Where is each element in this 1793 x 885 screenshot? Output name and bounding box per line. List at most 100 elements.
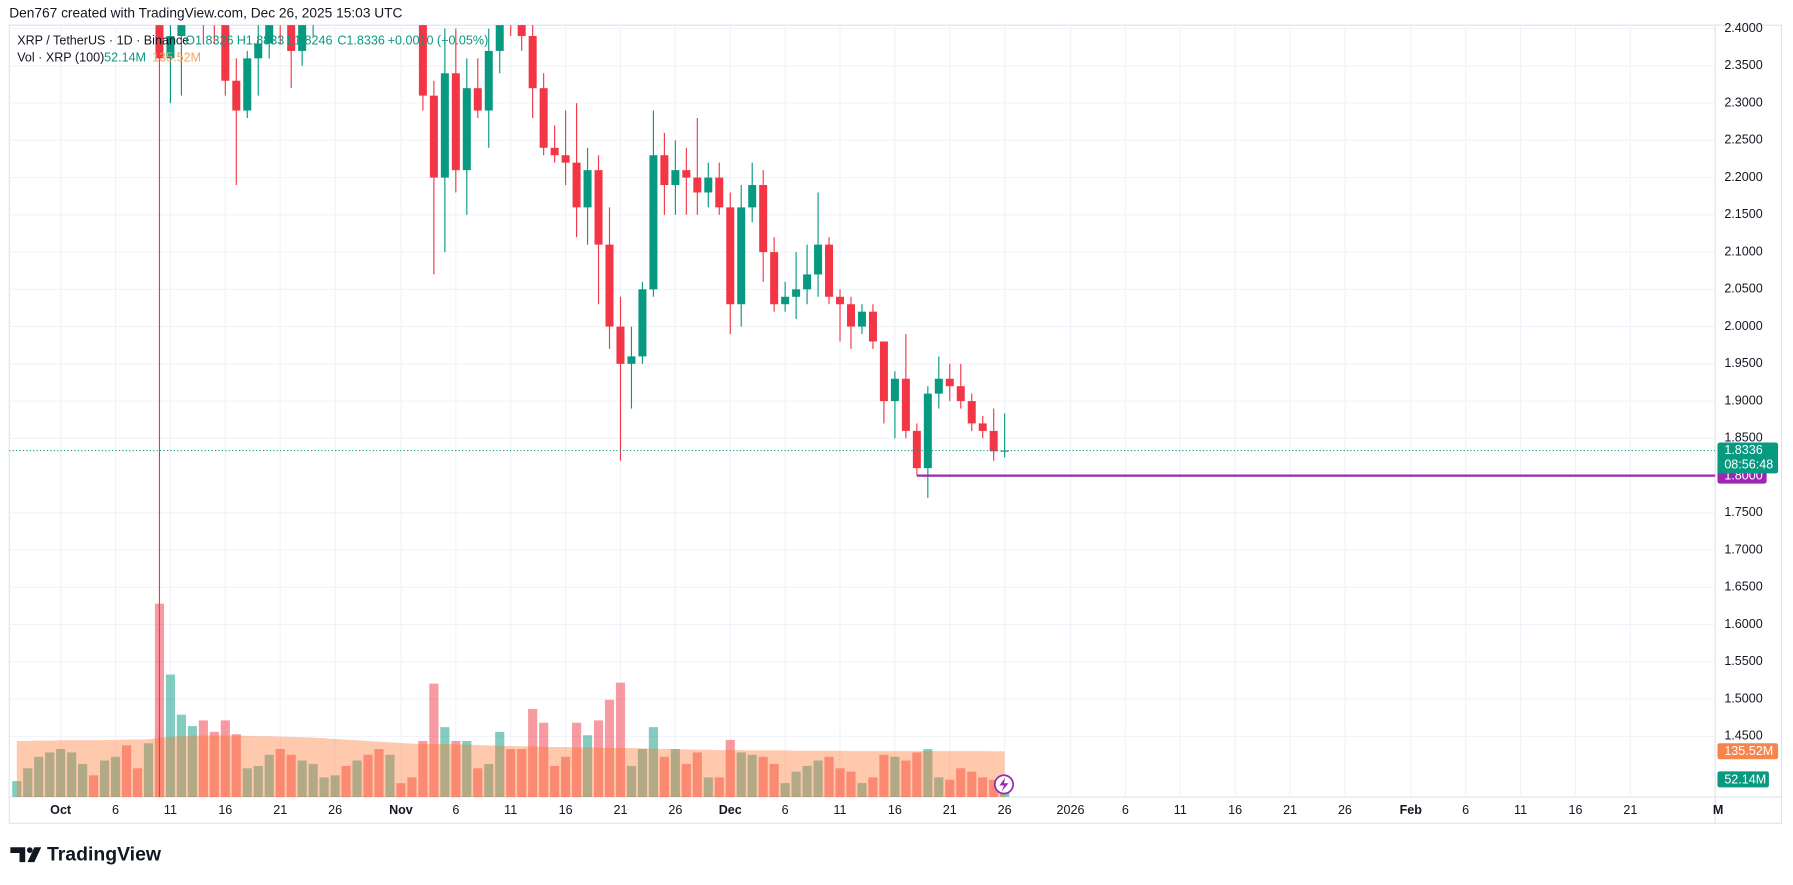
y-tick-label: 1.8500	[1724, 431, 1762, 445]
x-tick-label: Oct	[50, 803, 72, 817]
volume-bar	[989, 779, 999, 797]
candle-body	[550, 147, 559, 156]
y-tick-label: 2.0000	[1724, 319, 1762, 333]
ohlc-value: L1.8246	[287, 33, 332, 47]
volume-bar	[67, 752, 77, 797]
x-tick-label: 16	[1228, 803, 1242, 817]
volume-badge-label: 135.52M	[1724, 744, 1773, 758]
volume-bar	[747, 754, 757, 797]
volume-bar	[978, 777, 988, 797]
volume-bar	[220, 720, 230, 797]
candle-body	[561, 155, 570, 163]
volume-bar	[956, 768, 966, 797]
volume-bar	[835, 768, 845, 797]
x-tick-label: 6	[782, 803, 789, 817]
candle-body	[517, 25, 526, 37]
candle-body	[693, 177, 702, 193]
volume-bar	[45, 752, 55, 797]
x-tick-label: M	[1713, 803, 1723, 817]
volume-bar	[736, 752, 746, 797]
ohlc-value: H1.8833	[237, 33, 285, 47]
volume-bar	[912, 752, 922, 797]
x-tick-label: 21	[943, 803, 957, 817]
volume-legend-title: Vol · XRP (100)	[17, 51, 104, 65]
volume-bar	[451, 740, 461, 797]
ohlc-value: C1.8336	[337, 33, 385, 47]
volume-bar	[593, 720, 604, 797]
candle-body	[594, 170, 603, 245]
last-price-badge	[1717, 442, 1779, 474]
candle-body	[583, 170, 592, 208]
volume-bar	[385, 754, 395, 797]
x-tick-label: Dec	[719, 803, 742, 817]
candle-body	[737, 207, 746, 305]
y-tick-label: 1.5500	[1724, 654, 1762, 668]
y-tick-label: 2.4000	[1724, 21, 1762, 35]
volume-bar	[857, 783, 867, 797]
candle-body	[901, 378, 910, 431]
symbol-legend: XRP / TetherUS · 1D · Binance	[17, 33, 189, 47]
y-tick-label: 1.7000	[1724, 542, 1762, 556]
volume-bar	[517, 749, 527, 797]
candle-body	[715, 177, 724, 208]
x-tick-label: 2026	[1057, 803, 1085, 817]
volume-bar	[363, 754, 373, 797]
y-tick-label: 1.7500	[1724, 505, 1762, 519]
y-tick-label: 2.3500	[1724, 58, 1762, 72]
y-tick-label: 1.9000	[1724, 393, 1762, 407]
volume-bar	[692, 752, 702, 797]
volume-bar	[791, 771, 801, 797]
volume-bar	[714, 777, 724, 797]
brand-logo[interactable]	[10, 847, 42, 863]
volume-bar	[934, 777, 944, 797]
candle-body	[484, 50, 493, 111]
volume-bar	[308, 763, 318, 797]
volume-bar	[407, 777, 417, 797]
x-tick-label: 6	[452, 803, 459, 817]
candle-body	[759, 185, 768, 253]
volume-bar	[78, 763, 88, 797]
candle-body	[825, 244, 834, 297]
volume-bar	[550, 765, 560, 797]
x-tick-label: 21	[613, 803, 627, 817]
y-tick-label: 1.5000	[1724, 691, 1762, 705]
volume-bar	[330, 775, 340, 797]
volume-bar	[923, 749, 933, 797]
candle-body	[528, 36, 537, 89]
candle-body	[232, 80, 241, 111]
volume-bar	[121, 745, 132, 797]
volume-bar	[242, 768, 252, 797]
y-tick-label: 2.1500	[1724, 207, 1762, 221]
header: Den767 created with TradingView.com, Dec…	[9, 5, 402, 20]
volume-value: 135.52M	[152, 51, 201, 65]
volume-bar	[648, 727, 658, 797]
candle-body	[429, 95, 438, 178]
volume-bar	[901, 760, 911, 797]
candle-body	[682, 170, 691, 178]
candle-body	[890, 378, 899, 402]
volume-bar	[100, 760, 110, 797]
volume-bar	[615, 682, 626, 797]
volume-bar	[110, 756, 121, 797]
candle-body	[660, 155, 669, 186]
volume-bar	[275, 749, 285, 797]
candle-body	[836, 296, 845, 305]
x-tick-label: 16	[888, 803, 902, 817]
candle-body	[221, 25, 230, 81]
volume-bar	[484, 763, 494, 797]
candle-body	[857, 311, 866, 327]
candle-body	[287, 25, 296, 51]
x-tick-label: 11	[833, 803, 846, 817]
x-tick-label: 26	[328, 803, 342, 817]
volume-bar	[868, 777, 878, 797]
candle-body	[945, 378, 954, 387]
volume-bar	[681, 763, 691, 797]
ohlc-value: O1.8326	[185, 33, 233, 47]
volume-bar	[132, 768, 143, 797]
alert-icon[interactable]	[993, 774, 1014, 795]
brand-name[interactable]: TradingView	[47, 843, 162, 865]
volume-bar	[473, 768, 483, 797]
y-tick-label: 1.6500	[1724, 580, 1762, 594]
